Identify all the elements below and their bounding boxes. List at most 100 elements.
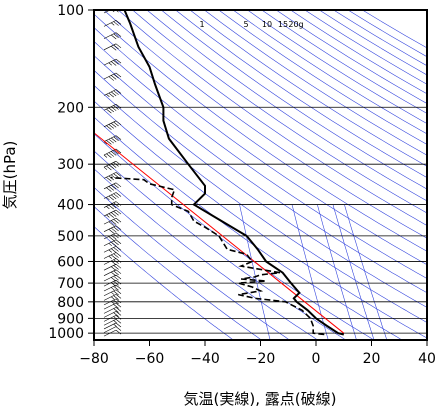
wind-barb bbox=[103, 58, 122, 66]
wind-barb-flag bbox=[111, 137, 117, 143]
x-tick-label: 40 bbox=[418, 351, 436, 367]
wind-barb bbox=[103, 135, 122, 145]
wind-barb-flag bbox=[115, 302, 122, 308]
wind-barb bbox=[103, 32, 122, 40]
wind-barb bbox=[103, 209, 122, 218]
wind-barb-flag bbox=[115, 326, 122, 331]
wind-barb-flag bbox=[113, 173, 119, 178]
wind-barb-flag bbox=[111, 282, 117, 287]
wind-barb-staff bbox=[103, 32, 117, 39]
wind-barb-flag bbox=[111, 106, 117, 111]
wind-barb-flag bbox=[111, 45, 117, 51]
wind-barb-half-flag bbox=[106, 214, 110, 218]
wind-barb-half-flag bbox=[111, 291, 115, 295]
y-tick-label: 600 bbox=[57, 254, 84, 270]
mixing-ratio-line bbox=[317, 204, 357, 340]
wind-barb-half-flag bbox=[111, 296, 115, 300]
mixing-ratio-label: 10 bbox=[262, 20, 272, 29]
wind-barb-flag bbox=[115, 239, 122, 244]
wind-barb-staff bbox=[103, 315, 117, 322]
wind-barb-staff bbox=[103, 307, 117, 314]
dry-adiabat-line bbox=[276, 10, 427, 104]
wind-barb-flag bbox=[111, 34, 117, 40]
dry-adiabat-line bbox=[94, 69, 427, 308]
mixing-ratio-labels: 1 5 10 15 20g bbox=[199, 20, 303, 29]
wind-barb-flag bbox=[111, 203, 117, 209]
wind-barb-flag bbox=[115, 274, 122, 280]
wind-barb-flag bbox=[113, 105, 119, 110]
wind-barb-flag bbox=[106, 176, 112, 182]
wind-barb-staff bbox=[103, 274, 117, 282]
wind-barb-flag bbox=[111, 75, 117, 80]
wind-barb bbox=[103, 160, 122, 171]
wind-barb-flag bbox=[113, 202, 119, 207]
wind-barb-flag bbox=[115, 315, 122, 320]
dry-adiabat-line bbox=[146, 10, 427, 202]
wind-barb bbox=[103, 329, 122, 337]
wind-barb-flag bbox=[115, 172, 122, 177]
dry-adiabat-line bbox=[362, 10, 427, 49]
wind-barb-staff bbox=[103, 135, 117, 142]
dry-adiabat-line bbox=[218, 10, 427, 145]
wind-barb bbox=[103, 232, 122, 241]
wind-barb bbox=[103, 263, 122, 271]
wind-barb bbox=[103, 148, 122, 159]
wind-barb-staff bbox=[103, 329, 117, 337]
x-axis-label: 気温(実線), 露点(破線) bbox=[184, 390, 337, 408]
dry-adiabat-line bbox=[94, 85, 427, 323]
wind-barb-staff bbox=[103, 217, 117, 225]
wind-barb bbox=[103, 289, 122, 297]
wind-barb-flag bbox=[115, 311, 122, 316]
wind-barb-flag bbox=[113, 259, 119, 264]
wind-barb bbox=[103, 252, 122, 260]
wind-barb-flag bbox=[115, 329, 122, 335]
wind-barb-half-flag bbox=[113, 323, 117, 327]
wind-barb-half-flag bbox=[103, 154, 108, 158]
wind-barb-flag bbox=[113, 304, 119, 309]
wind-barb bbox=[103, 311, 122, 318]
wind-barb bbox=[103, 245, 122, 253]
wind-barb-staff bbox=[103, 58, 117, 66]
dry-adiabat-line bbox=[232, 10, 427, 135]
wind-barb-flag bbox=[113, 281, 119, 286]
dry-adiabat-line bbox=[189, 10, 427, 167]
wind-barb-flag bbox=[113, 44, 119, 50]
isoline-layer bbox=[94, 10, 427, 340]
mixing-ratio-line bbox=[239, 204, 271, 340]
mixing-ratio-label: 20g bbox=[288, 20, 303, 29]
dry-adiabat-line bbox=[94, 150, 347, 340]
dry-adiabat-line bbox=[204, 10, 427, 156]
wind-barb-flag bbox=[111, 248, 117, 253]
wind-barb-flag bbox=[113, 121, 119, 127]
dry-adiabat-line bbox=[94, 133, 375, 340]
wind-barb-flag bbox=[113, 290, 119, 296]
wind-barb-flag bbox=[111, 266, 117, 271]
wind-barb-staff bbox=[103, 258, 117, 265]
wind-barb-flag bbox=[111, 61, 117, 66]
wind-barb bbox=[103, 318, 122, 326]
wind-barb-flag bbox=[115, 201, 122, 206]
wind-barb-flag bbox=[113, 265, 119, 270]
wind-barb-flag bbox=[108, 152, 114, 157]
dry-adiabat-line bbox=[118, 10, 427, 226]
wind-barb bbox=[103, 302, 122, 310]
wind-barb-half-flag bbox=[111, 22, 115, 26]
wind-barb-flag bbox=[111, 235, 117, 240]
wind-barb-staff bbox=[103, 263, 117, 271]
wind-barb-flag bbox=[113, 295, 119, 300]
wind-barb-flag bbox=[115, 246, 122, 251]
wind-barb-half-flag bbox=[111, 301, 115, 304]
wind-barb-flag bbox=[111, 184, 117, 190]
wind-barb-flag bbox=[113, 73, 119, 79]
wind-barb bbox=[103, 269, 122, 277]
wind-barb-staff bbox=[103, 302, 117, 310]
isobar-grid bbox=[94, 10, 427, 334]
wind-barb-flag bbox=[113, 270, 119, 276]
wind-barb-staff bbox=[103, 284, 117, 292]
wind-barb-flag bbox=[106, 125, 112, 130]
wind-barb-flag bbox=[115, 182, 122, 188]
wind-barb bbox=[103, 322, 122, 330]
dry-adiabat-line bbox=[94, 13, 427, 252]
wind-barb-flag bbox=[111, 163, 117, 168]
